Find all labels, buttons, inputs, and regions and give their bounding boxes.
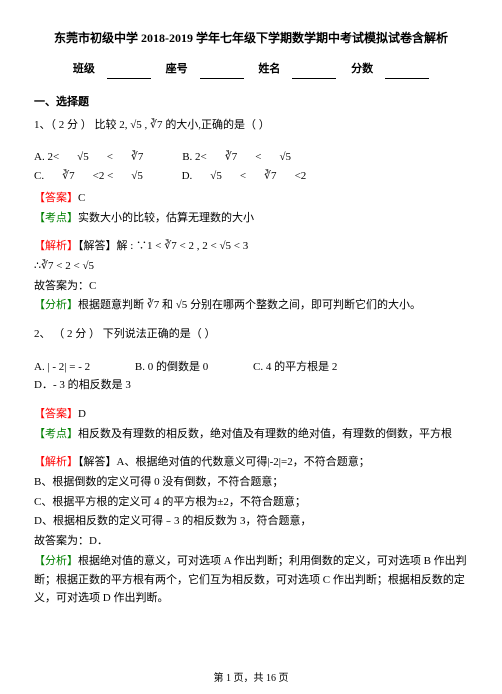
q1-kd: 【考点】实数大小的比较，估算无理数的大小 [34,209,468,228]
q1d2: √5 [210,167,222,186]
q1-opt-d: D. √5 < ∛7 <2 [182,167,325,186]
q1-ans-label: 【答案】 [34,192,78,204]
class-blank [107,66,151,79]
seat-blank [200,66,244,79]
q1-opt-c: C. ∛7 <2 < √5 [34,167,161,186]
q2-kd-text: 相反数及有理数的相反数，绝对值及有理数的绝对值，有理数的倒数，平方根 [78,428,452,440]
q1-kd-label: 【考点】 [34,212,78,224]
q2-opt-a: A. | - 2| = - 2 [34,358,90,377]
q1-sqrt5: √5 [130,119,142,131]
q2-options: A. | - 2| = - 2 B. 0 的倒数是 0 C. 4 的平方根是 2… [34,358,468,395]
q1-jd2r1: ∛7 [41,260,54,272]
q2-la: A、根据绝对值的代数意义可得|-2|=2，不符合题意； [117,456,370,468]
page-content: 东莞市初级中学 2018-2019 学年七年级下学期数学期中考试模拟试卷含解析 … [0,0,502,608]
section-1-heading: 一、选择题 [34,93,468,112]
score-label: 分数 [351,60,373,79]
spacer [34,444,468,452]
spacer [34,398,468,404]
spacer [34,345,468,355]
q1-stem-a: 1、（ 2 分 ） 比较 2, [34,119,130,131]
q2-lc: C、根据平方根的定义可 4 的平方根为±2，不符合题意； [34,493,468,512]
name-label: 姓名 [258,60,280,79]
q1-fxa: 根据题意判断 [78,299,147,311]
q1-jdb: < 2 , 2 < [177,240,220,252]
q1-jx1: 【解析】【解答】解 : ∵1 < ∛7 < 2 , 2 < √5 < 3 [34,237,468,256]
q2-stem: 2、 （ 2 分 ） 下列说法正确的是（ ） [34,325,468,344]
q1-kd-text: 实数大小的比较，估算无理数的大小 [78,212,254,224]
q1-fxb: 和 [159,299,176,311]
q1d5: <2 [295,167,307,186]
q1-jx-label: 【解析】 [34,240,78,252]
q2-fx-label: 【分析】 [34,555,78,567]
class-label: 班级 [73,60,95,79]
seat-label: 座号 [166,60,188,79]
q1-jd-r1: ∛7 [164,240,177,252]
page-footer: 第 1 页，共 16 页 [0,669,502,684]
q2-ans-label: 【答案】 [34,408,78,420]
q1b1: B. 2< [182,148,207,167]
q2-jd-label: 【解答】 [78,456,117,468]
q1a3: < [107,148,113,167]
q1a4: ∛7 [131,148,144,167]
q1-fx-label: 【分析】 [34,299,78,311]
q1c1: C. [34,167,44,186]
q1-answer: 【答案】C [34,189,468,208]
q2-opt-b: B. 0 的倒数是 0 [135,358,208,377]
q1-jd2r2: √5 [82,260,94,272]
q1-stem: 1、（ 2 分 ） 比较 2, √5 , ∛7 的大小,正确的是（ ） [34,116,468,135]
q2-fx: 【分析】根据绝对值的意义，可对选项 A 作出判断；利用倒数的定义，可对选项 B … [34,552,468,608]
q1-fxc: 分别在哪两个整数之间，即可判断它们的大小。 [187,299,421,311]
q1b4: √5 [279,148,291,167]
q2-jd3: 故答案为：D． [34,532,468,551]
doc-title: 东莞市初级中学 2018-2019 学年七年级下学期数学期中考试模拟试卷含解析 [34,28,468,48]
q1-jd-r2: √5 [219,240,231,252]
q1c2: ∛7 [62,167,75,186]
q2-opt-d: D．- 3 的相反数是 3 [34,376,131,395]
q1d4: ∛7 [264,167,277,186]
q1-jd-label: 【解答】 [78,240,117,252]
name-blank [292,66,336,79]
q2-ans: D [78,408,86,420]
q1-cbrt7: ∛7 [150,119,163,131]
q1-options: A. 2< √5 < ∛7 B. 2< ∛7 < √5 C. ∛7 <2 < √… [34,148,468,185]
q1c3: <2 < [93,167,114,186]
q1-jx2: ∴∛7 < 2 < √5 [34,257,468,276]
q1-fx: 【分析】根据题意判断 ∛7 和 √5 分别在哪两个整数之间，即可判断它们的大小。 [34,296,468,315]
q2-opt-c: C. 4 的平方根是 2 [253,358,337,377]
header-fields: 班级 座号 姓名 分数 [34,60,468,79]
q1a2: √5 [77,148,89,167]
q1-jd2b: < 2 < [54,260,83,272]
spacer [34,228,468,236]
q1d3: < [240,167,246,186]
q1-jx3: 故答案为：C [34,277,468,296]
score-blank [385,66,429,79]
q1-stem-b: , [142,119,150,131]
q1-opt-a: A. 2< √5 < ∛7 [34,148,161,167]
q1a1: A. 2< [34,148,59,167]
q1b2: ∛7 [225,148,238,167]
q1-jd2a: ∴ [34,260,41,272]
q1-fxr1: ∛7 [147,299,160,311]
spacer [34,316,468,324]
spacer [34,135,468,145]
q1-stem-c: 的大小,正确的是（ ） [163,119,270,131]
q1-opt-b: B. 2< ∛7 < √5 [182,148,309,167]
q1d1: D. [182,167,193,186]
q2-ld: D、根据相反数的定义可得﹣3 的相反数为 3，符合题意， [34,512,468,531]
q1-fxr2: √5 [176,299,188,311]
q1c4: √5 [131,167,143,186]
q2-jx-label: 【解析】 [34,456,78,468]
q2-kd: 【考点】相反数及有理数的相反数，绝对值及有理数的绝对值，有理数的倒数，平方根 [34,425,468,444]
q2-jx-a: 【解析】【解答】A、根据绝对值的代数意义可得|-2|=2，不符合题意； [34,453,468,472]
q2-answer: 【答案】D [34,405,468,424]
q1-ans: C [78,192,85,204]
q2-fx-text: 根据绝对值的意义，可对选项 A 作出判断；利用倒数的定义，可对选项 B 作出判断… [34,555,467,604]
q2-lb: B、根据倒数的定义可得 0 没有倒数，不符合题意； [34,473,468,492]
q1-jdc: < 3 [231,240,248,252]
q2-kd-label: 【考点】 [34,428,78,440]
q1b3: < [255,148,261,167]
q1-jda: 解 : ∵1 < [117,240,165,252]
